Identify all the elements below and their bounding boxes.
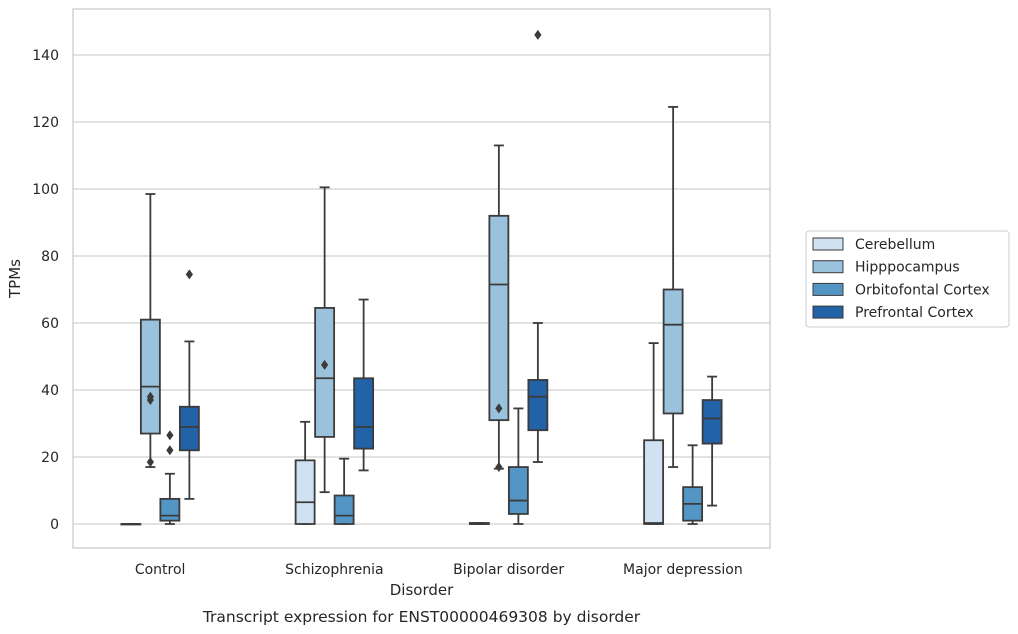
- box-cerebellum: [120, 523, 142, 526]
- legend-item: Orbitofontal Cortex: [812, 282, 990, 298]
- box-orbitofontal-cortex: [159, 430, 181, 525]
- box-body: [353, 377, 375, 450]
- y-axis-ticks: 0 20 40 60 80 100 120 140: [32, 48, 59, 533]
- x-tick-label: Major depression: [623, 562, 743, 578]
- y-tick-label: 40: [41, 383, 59, 399]
- box-body: [333, 494, 355, 525]
- legend-label: Orbitofontal Cortex: [855, 282, 990, 298]
- outlier-point: [166, 445, 174, 456]
- box-hipppocampus: [314, 186, 336, 494]
- box-cerebellum: [643, 342, 665, 525]
- legend-item: Hipppocampus: [812, 260, 960, 276]
- box-prefrontal-cortex: [178, 269, 200, 500]
- legend: Cerebellum Hipppocampus Orbitofontal Corte…: [805, 230, 1010, 328]
- box-cerebellum: [294, 420, 316, 525]
- box-body: [643, 439, 665, 525]
- legend-swatch: [812, 237, 844, 251]
- legend-item: Prefrontal Cortex: [812, 305, 974, 321]
- outlier-point: [166, 430, 174, 441]
- box-body: [662, 288, 684, 415]
- y-tick-label: 20: [41, 450, 59, 466]
- x-tick-label: Schizophrenia: [285, 562, 383, 578]
- box-body: [139, 318, 161, 435]
- y-tick-label: 140: [32, 48, 59, 64]
- x-tick-label: Bipolar disorder: [453, 562, 564, 578]
- legend-swatch: [812, 282, 844, 296]
- box-prefrontal-cortex: [527, 29, 549, 463]
- y-tick-label: 60: [41, 316, 59, 332]
- x-axis-label: Disorder: [390, 581, 454, 599]
- box-body: [488, 214, 510, 422]
- x-axis-ticks: Control Schizophrenia Bipolar disorder Majo…: [135, 562, 743, 578]
- box-body: [314, 307, 336, 438]
- box-orbitofontal-cortex: [507, 407, 529, 525]
- chart-caption: Transcript expression for ENST0000046930…: [202, 608, 641, 626]
- box-body: [178, 405, 200, 452]
- box-body: [701, 399, 723, 445]
- outlier-point: [146, 391, 154, 402]
- box-hipppocampus: [662, 106, 684, 468]
- outlier-point: [185, 269, 193, 280]
- outlier-point: [321, 359, 329, 370]
- outlier-point: [534, 29, 542, 40]
- plot-area-frame: [72, 8, 771, 549]
- y-tick-label: 100: [32, 182, 59, 198]
- y-axis-label: TPMs: [6, 259, 24, 299]
- legend-item: Cerebellum: [812, 237, 935, 253]
- box-hipppocampus: [488, 144, 510, 473]
- legend-label: Hipppocampus: [855, 260, 960, 276]
- x-tick-label: Control: [135, 562, 186, 578]
- box-body: [527, 379, 549, 432]
- outlier-point: [146, 457, 154, 468]
- box-hipppocampus: [139, 193, 161, 468]
- legend-swatch: [812, 260, 844, 274]
- box-prefrontal-cortex: [701, 375, 723, 507]
- box-body: [159, 497, 181, 522]
- legend-label: Prefrontal Cortex: [855, 305, 974, 321]
- box-orbitofontal-cortex: [682, 444, 704, 525]
- y-tick-label: 120: [32, 115, 59, 131]
- box-cerebellum: [468, 522, 490, 525]
- box-prefrontal-cortex: [353, 298, 375, 472]
- y-tick-label: 0: [50, 517, 59, 533]
- y-tick-label: 80: [41, 249, 59, 265]
- outlier-point: [495, 403, 503, 414]
- legend-swatch: [812, 305, 844, 319]
- legend-label: Cerebellum: [855, 237, 935, 253]
- outlier-point: [495, 462, 503, 473]
- box-body: [507, 466, 529, 515]
- boxes: [120, 29, 723, 526]
- box-orbitofontal-cortex: [333, 457, 355, 525]
- box-body: [294, 459, 316, 525]
- legend-frame: [805, 230, 1010, 328]
